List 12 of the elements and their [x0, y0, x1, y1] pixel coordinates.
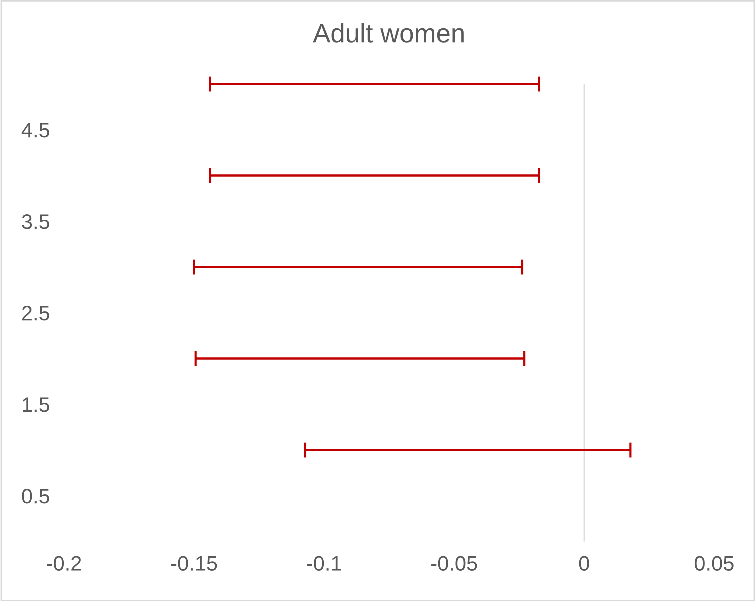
x-tick-label: 0: [579, 556, 590, 571]
x-tick-label: -0.1: [307, 556, 342, 571]
chart-title: Adult women: [313, 23, 464, 43]
y-tick-label: 1.5: [23, 398, 50, 412]
y-tick-label: 2.5: [22, 306, 50, 321]
x-tick-label: -0.05: [432, 556, 478, 571]
y-tick-label: 4.5: [22, 123, 50, 138]
x-tick-label: -0.15: [171, 556, 218, 571]
y-tick-label: 0.5: [22, 489, 50, 504]
x-tick-label: -0.2: [47, 556, 82, 571]
x-tick-label: 0.05: [694, 556, 734, 571]
y-tick-label: 3.5: [22, 214, 50, 230]
